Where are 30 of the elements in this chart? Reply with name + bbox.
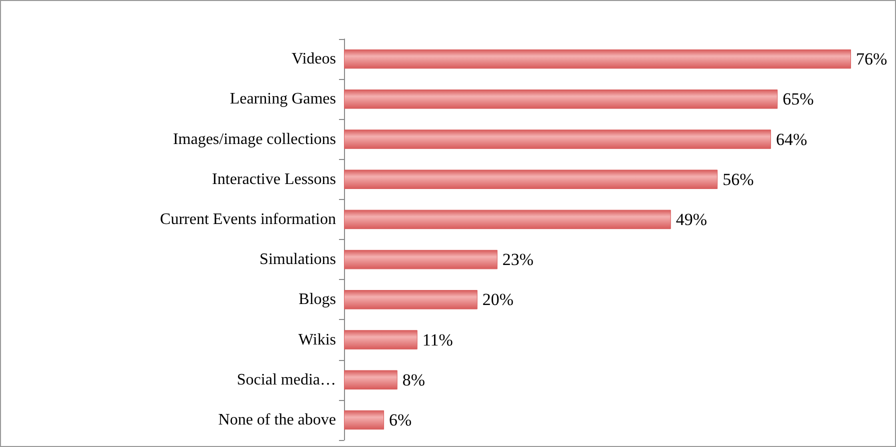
bar [344,250,498,270]
data-label: 11% [422,330,453,350]
y-tick-label: Blogs [298,291,336,308]
y-tick-label: Images/image collections [172,130,336,148]
bar [344,130,771,149]
bar [344,330,418,350]
data-label: 23% [502,250,534,270]
data-label: 76% [856,50,888,69]
y-tick-label: Interactive Lessons [212,170,336,188]
data-label: 20% [482,290,514,310]
y-tick-label: Learning Games [230,90,336,108]
y-tick-label: Videos [292,50,336,68]
bar [344,370,398,390]
y-tick-label: None of the above [218,411,336,428]
bar [344,49,851,69]
data-label: 65% [782,90,814,109]
data-label: 8% [402,370,426,390]
y-tick-label: Simulations [260,251,336,268]
y-tick-label: Wikis [298,331,336,348]
data-label: 49% [676,210,708,229]
bar [344,290,478,310]
bar [344,210,671,230]
data-label: 56% [722,170,754,189]
bar [344,410,384,430]
bar [344,170,718,189]
y-tick-label: Social media… [236,371,336,388]
bar [344,90,778,109]
data-label: 64% [776,130,808,149]
y-tick-label: Current Events information [160,210,336,228]
data-label: 6% [389,410,412,430]
